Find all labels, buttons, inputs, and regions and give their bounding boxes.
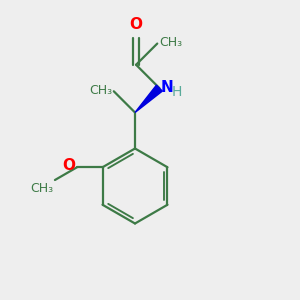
Text: CH₃: CH₃ (159, 37, 182, 50)
Text: CH₃: CH₃ (30, 182, 53, 194)
Text: CH₃: CH₃ (89, 84, 112, 97)
Text: H: H (172, 85, 182, 99)
Text: O: O (130, 17, 142, 32)
Text: N: N (161, 80, 174, 95)
Polygon shape (135, 85, 162, 112)
Text: O: O (62, 158, 76, 173)
